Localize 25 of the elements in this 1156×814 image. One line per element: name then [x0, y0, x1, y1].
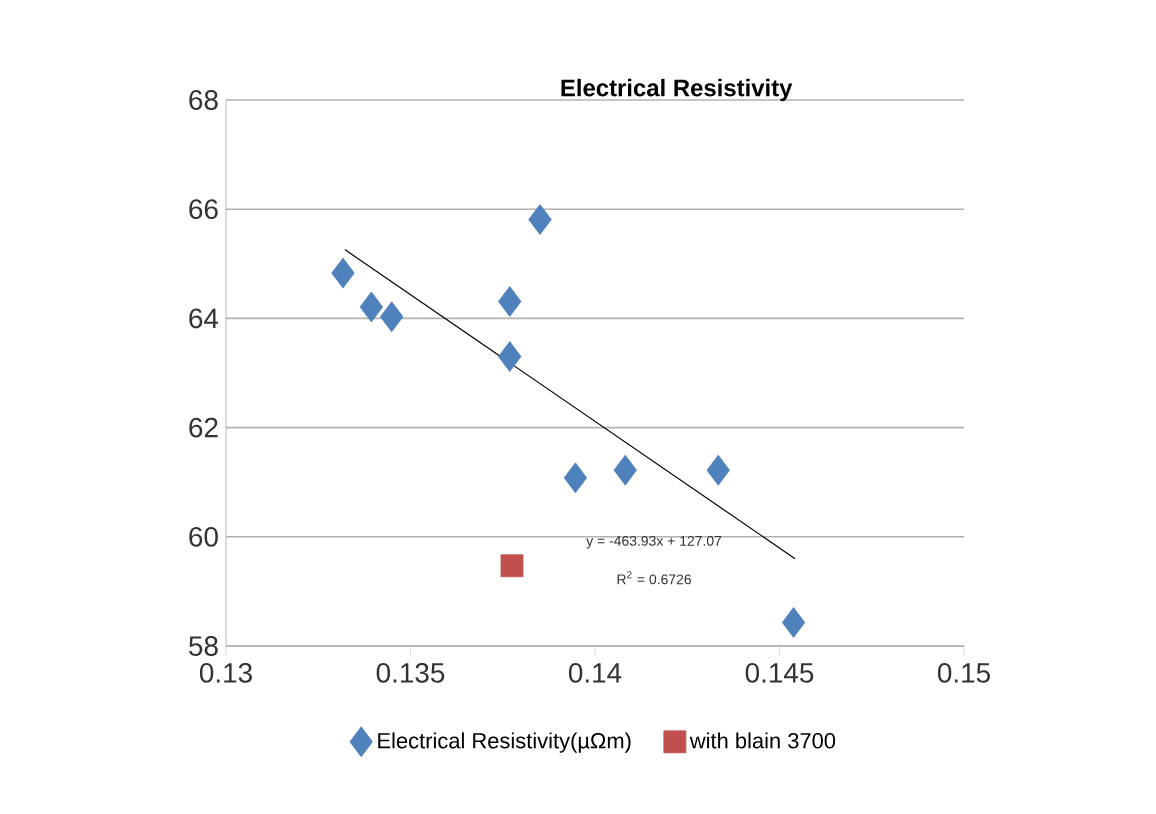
point [563, 462, 588, 494]
x-tick-label: 0.15 [937, 662, 990, 683]
point [613, 454, 637, 486]
x-tick-label: 0.14 [568, 662, 622, 683]
y-tick-label: 64 [189, 308, 219, 329]
y-tick-label: 60 [189, 526, 218, 547]
point [500, 554, 524, 578]
point [498, 341, 522, 373]
point [359, 291, 384, 323]
chart-title: Electrical Resistivity [561, 78, 793, 102]
point [706, 454, 730, 486]
y-tick-label: 58 [189, 636, 218, 656]
point [498, 286, 522, 317]
point [380, 301, 404, 333]
y-tick-label: 68 [189, 90, 218, 110]
legend-label: with blain 3700 [689, 732, 836, 749]
point [528, 204, 552, 235]
x-tick-label: 0.13 [199, 662, 252, 683]
point [331, 257, 355, 289]
legend-label: Electrical Resistivity(µΩm) [378, 732, 631, 753]
point [781, 607, 806, 638]
y-tick-label: 66 [189, 199, 218, 220]
y-tick-label: 62 [189, 417, 218, 438]
x-tick-label: 0.145 [745, 662, 814, 683]
x-tick-label: 0.135 [376, 662, 445, 683]
